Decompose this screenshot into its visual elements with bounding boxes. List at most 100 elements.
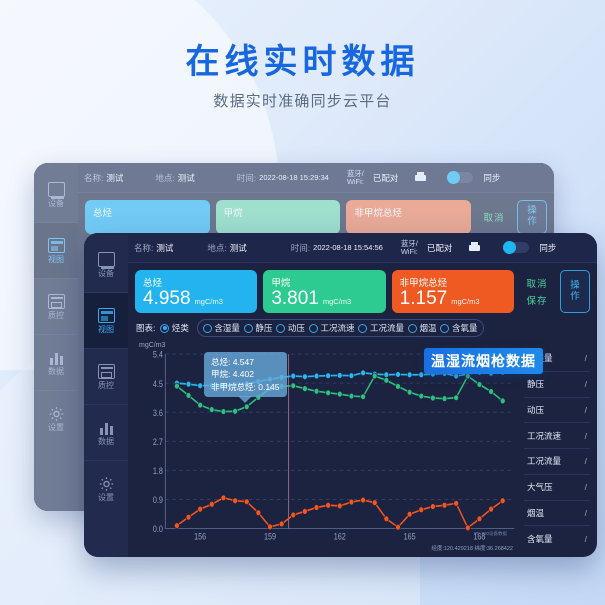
connection-label: 蓝牙/ WiFi: [400, 238, 418, 256]
radio-option-static-pressure[interactable]: 静压 [243, 322, 273, 334]
tooltip-line-nmhc: 非甲烷总烃: 0.145 [211, 381, 280, 392]
tablet-window-front[interactable]: 设备 视图 质控 数据 设置 [84, 233, 597, 557]
radio-option-smoke-temp[interactable]: 烟温 [407, 322, 437, 334]
sidebar-item-data[interactable]: 数据 [34, 335, 78, 391]
cancel-save-buttons[interactable]: 取消 保存 [520, 270, 554, 313]
radio-option-oxygen[interactable]: 含氧量 [440, 322, 478, 334]
location-label: 地点: [207, 242, 227, 253]
sidebar-item-settings[interactable]: 设置 [34, 391, 78, 447]
sidebar-item-quality-control[interactable]: 质控 [34, 279, 78, 335]
gear-icon [48, 406, 65, 421]
sidebar-item-label: 设置 [48, 423, 64, 432]
list-item-value: / [584, 456, 587, 467]
svg-text:4.5: 4.5 [153, 379, 164, 389]
cancel-button[interactable]: 取消 [477, 200, 511, 234]
bar-chart-icon [98, 420, 115, 435]
sidebar-item-label: 设备 [48, 198, 64, 208]
metric-unit: mgC/m3 [322, 297, 352, 306]
list-item[interactable]: 含氧量 / [524, 526, 590, 551]
time-label: 时间: [290, 242, 311, 253]
sidebar-front[interactable]: 设备 视图 质控 数据 设置 [84, 233, 128, 557]
status-badge: 温湿流烟枪数据 [424, 348, 543, 374]
device-name-value: 测试 [156, 242, 174, 253]
sidebar-item-label: 质控 [98, 380, 114, 390]
radio-option-label: 含氧量 [451, 323, 478, 333]
connection-value: 已配对 [372, 172, 399, 183]
radio-option-humidity[interactable]: 含湿量 [202, 322, 240, 334]
list-item-value: / [584, 533, 587, 544]
sidebar-item-quality-control[interactable]: 质控 [84, 349, 128, 405]
radio-icon-selected [160, 323, 170, 333]
sync-toggle[interactable] [503, 241, 530, 254]
svg-text:165: 165 [404, 532, 417, 542]
list-item-value: / [584, 430, 587, 441]
radio-option-flow-velocity[interactable]: 工况流速 [308, 322, 354, 334]
svg-text:1.8: 1.8 [153, 466, 164, 476]
cancel-label: 取消 [483, 212, 505, 224]
sidebar-item-label: 设备 [98, 268, 114, 278]
metric-card-nmhc[interactable]: 非甲烷总烃 [346, 200, 472, 234]
quality-control-icon [47, 293, 65, 309]
printer-icon[interactable] [414, 172, 427, 183]
list-item-label: 烟温 [527, 507, 545, 518]
metric-card-methane[interactable]: 甲烷 [215, 200, 341, 234]
sync-toggle[interactable] [447, 171, 474, 184]
list-item-label: 含氧量 [527, 533, 553, 544]
save-label[interactable]: 保存 [526, 296, 548, 307]
infobar-back: 名称: 测试 地点: 测试 时间: 2022-08-18 15:29:34 蓝牙… [78, 163, 554, 193]
list-item-label: 静压 [527, 379, 545, 390]
sidebar-item-settings[interactable]: 设置 [84, 461, 128, 517]
list-item[interactable]: 静压 / [524, 372, 590, 398]
time-label: 时间: [236, 172, 257, 183]
printer-icon[interactable] [468, 242, 481, 253]
list-item[interactable]: 工况流量 / [524, 449, 590, 475]
chart-area-front[interactable]: mgC/m3 0.0 0.9 1.8 2.7 3.6 4.5 5.4 156 159 162 165… [135, 340, 519, 552]
sidebar-item-device[interactable]: 设备 [84, 237, 128, 293]
list-item-label: 大气压 [527, 482, 553, 493]
tooltip-line-total: 总烃: 4.547 [211, 357, 254, 367]
sidebar-item-view[interactable]: 视图 [34, 223, 78, 279]
metric-card-methane[interactable]: 甲烷 3.801 mgC/m3 [263, 270, 386, 313]
radio-option-label: 烟温 [419, 323, 437, 333]
list-item-value: / [584, 507, 587, 518]
metric-value: 3.801 [271, 288, 319, 309]
sidebar-item-data[interactable]: 数据 [84, 405, 128, 461]
radio-option-group[interactable]: 含湿量 静压 动压 工况流速 工况流量 [196, 319, 484, 337]
sidebar-item-device[interactable]: 设备 [34, 167, 78, 223]
panel-front: 名称: 测试 地点: 测试 时间: 2022-08-18 15:54:56 蓝牙… [128, 233, 597, 557]
metric-name: 总烃 [93, 208, 113, 219]
metric-card-total-hydrocarbon[interactable]: 总烃 [85, 200, 210, 234]
sidebar-back[interactable]: 设备 视图 质控 数据 设置 [34, 163, 78, 511]
cancel-label[interactable]: 取消 [526, 279, 548, 290]
radio-option-flow-rate[interactable]: 工况流量 [358, 322, 404, 334]
sync-label: 同步 [539, 242, 557, 253]
radio-option-label: 静压 [255, 323, 273, 333]
operate-button[interactable]: 操 作 [559, 270, 590, 313]
metric-card-total-hydrocarbon[interactable]: 总烃 4.958 mgC/m3 [135, 270, 258, 313]
infobar-front: 名称: 测试 地点: 测试 时间: 2022-08-18 15:54:56 蓝牙… [128, 233, 597, 263]
svg-text:156: 156 [194, 532, 207, 542]
metric-name: 甲烷 [223, 208, 243, 219]
svg-text:168: 168 [473, 532, 486, 542]
device-icon [97, 251, 115, 269]
metric-card-nmhc[interactable]: 非甲烷总烃 1.157 mgC/m3 [391, 270, 514, 313]
svg-text:0.0: 0.0 [153, 525, 164, 535]
list-item[interactable]: 工况流速 / [524, 423, 590, 449]
list-item[interactable]: 动压 / [524, 398, 590, 424]
radio-option-dynamic-pressure[interactable]: 动压 [276, 322, 305, 334]
location-field: 地点: 测试 [155, 172, 194, 184]
svg-text:0.9: 0.9 [153, 495, 164, 505]
metric-name: 总烃 [143, 278, 163, 289]
radio-icon [276, 323, 286, 333]
svg-text:3.6: 3.6 [153, 408, 164, 418]
metric-value: 4.958 [143, 288, 191, 309]
sidebar-item-label: 视图 [48, 254, 64, 264]
bar-chart-icon [48, 350, 65, 365]
operate-button[interactable]: 操 作 [517, 200, 548, 234]
list-item[interactable]: 烟温 / [524, 501, 590, 527]
list-item[interactable]: 大气压 / [524, 475, 590, 501]
device-icon [47, 181, 65, 199]
tooltip-line-methane: 甲烷: 4.402 [211, 369, 254, 380]
sidebar-item-view[interactable]: 视图 [84, 293, 128, 349]
radio-option-hydrocarbon[interactable]: 烃类 [160, 322, 189, 334]
